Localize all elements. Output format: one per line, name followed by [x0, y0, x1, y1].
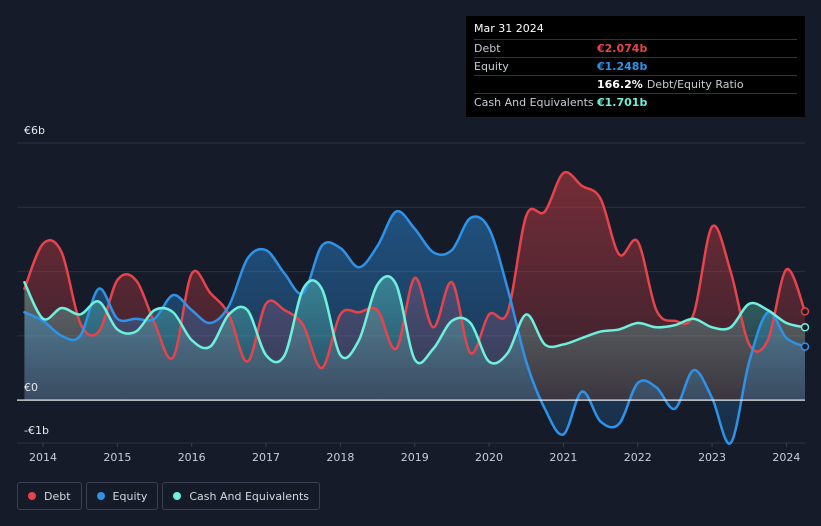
y-axis-labels: €6b €0 -€1b — [24, 124, 49, 437]
endpoint-equity — [800, 342, 810, 351]
tooltip-row-cash: Cash And Equivalents €1.701b — [474, 93, 797, 111]
x-tick-label: 2024 — [772, 451, 800, 464]
tooltip-date: Mar 31 2024 — [474, 22, 544, 35]
y-tick-label: €0 — [24, 381, 38, 394]
x-tick-label: 2022 — [624, 451, 652, 464]
legend-dot-cash — [173, 492, 182, 500]
tooltip-row-equity: Equity €1.248b — [474, 57, 797, 75]
legend-dot-debt — [28, 492, 36, 500]
area-cash-and-equivalents — [24, 276, 806, 401]
series-endpoints — [800, 307, 810, 351]
legend-label-cash: Cash And Equivalents — [189, 489, 309, 503]
chart-legend: Debt Equity Cash And Equivalents — [17, 482, 324, 510]
tooltip-equity-label: Equity — [474, 60, 509, 73]
tooltip-equity-value: €1.248b — [597, 60, 648, 73]
legend-item-debt[interactable]: Debt — [17, 482, 82, 510]
y-tick-label: -€1b — [24, 424, 49, 437]
x-axis-labels: 2014 2015 2016 2017 2018 2019 2020 2021 2022 2023… — [29, 443, 800, 464]
legend-label-equity: Equity — [112, 489, 148, 503]
tooltip-ratio-desc: Debt/Equity Ratio — [646, 78, 744, 91]
endpoint-cash-and-equivalents — [800, 323, 810, 332]
tooltip-debt-value: €2.074b — [597, 42, 648, 55]
line-cash-and-equivalents — [23, 275, 807, 365]
legend-item-cash[interactable]: Cash And Equivalents — [162, 482, 320, 510]
x-tick-label: 2021 — [549, 451, 577, 464]
data-tooltip: Mar 31 2024 Debt €2.074b Equity €1.248b … — [466, 16, 805, 117]
x-tick-label: 2023 — [698, 451, 726, 464]
endpoint-debt — [800, 307, 810, 316]
x-tick-label: 2016 — [178, 451, 206, 464]
legend-item-equity[interactable]: Equity — [85, 482, 159, 510]
line-equity — [23, 209, 807, 445]
series-lines — [23, 170, 807, 445]
tooltip-row-ratio: 166.2% Debt/Equity Ratio — [474, 75, 797, 93]
tooltip-cash-label: Cash And Equivalents — [474, 96, 594, 109]
x-tick-label: 2014 — [29, 451, 57, 464]
tooltip-cash-value: €1.701b — [597, 96, 648, 109]
x-tick-label: 2015 — [103, 451, 131, 464]
x-tick-label: 2019 — [401, 451, 429, 464]
series-areas — [24, 172, 806, 444]
legend-dot-equity — [96, 492, 105, 500]
x-tick-label: 2017 — [252, 451, 280, 464]
tooltip-ratio-value: 166.2% — [597, 78, 643, 91]
x-tick-label: 2018 — [326, 451, 354, 464]
legend-label-debt: Debt — [44, 489, 71, 503]
x-tick-label: 2020 — [475, 451, 503, 464]
y-tick-label: €6b — [24, 124, 45, 137]
tooltip-row-debt: Debt €2.074b — [474, 39, 797, 57]
line-debt — [23, 170, 807, 370]
tooltip-debt-label: Debt — [474, 42, 501, 55]
